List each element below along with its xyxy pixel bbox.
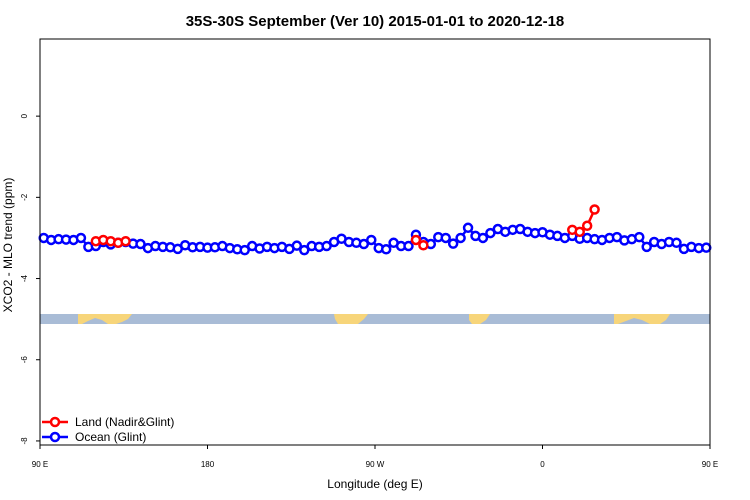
x-tick-label-0: 90 E <box>32 460 48 469</box>
x-axis-label: Longitude (deg E) <box>327 477 422 491</box>
ocean-point-49 <box>403 240 414 252</box>
ocean-point-89 <box>701 242 712 253</box>
land-point-1-0 <box>410 234 422 246</box>
legend: Land (Nadir&Glint) Ocean (Glint) <box>42 415 174 444</box>
ocean-point-85 <box>671 237 682 249</box>
y-axis: 0 -2 -4 -6 -8 <box>20 113 40 445</box>
ocean-strip <box>40 314 710 324</box>
land-point-2-2 <box>581 220 593 232</box>
ocean-point-5 <box>75 232 87 244</box>
y-tick-label-0: 0 <box>20 113 29 118</box>
ocean-series <box>38 222 712 256</box>
legend-land-marker <box>49 416 61 428</box>
ocean-point-38 <box>321 240 332 252</box>
land-point-2-1 <box>574 226 585 238</box>
ocean-point-44 <box>366 234 377 246</box>
ocean-point-60 <box>485 227 496 239</box>
land-mass-2 <box>334 314 368 324</box>
ocean-point-27 <box>239 244 250 256</box>
land-point-2-3 <box>589 204 600 215</box>
ocean-point-81 <box>641 241 652 253</box>
land-series <box>90 204 600 251</box>
y-tick-label-3: -6 <box>20 356 29 364</box>
x-tick-label-4: 90 E <box>702 460 718 469</box>
x-tick-label-2: 90 W <box>366 460 385 469</box>
ocean-point-56 <box>455 232 466 244</box>
land-mass-3 <box>469 314 490 324</box>
land-mass-1 <box>78 314 132 324</box>
ocean-point-43 <box>358 238 370 250</box>
land-point-0-4 <box>120 235 131 247</box>
y-tick-label-2: -4 <box>20 274 29 282</box>
y-axis-label: XCO2 - MLO trend (ppm) <box>1 178 15 313</box>
x-tick-label-1: 180 <box>201 460 215 469</box>
ocean-point-35 <box>299 244 310 256</box>
ocean-point-54 <box>440 232 451 244</box>
ocean-point-34 <box>291 240 303 251</box>
x-tick-label-3: 0 <box>540 460 545 469</box>
legend-ocean-label: Ocean (Glint) <box>75 430 146 444</box>
land-point-1-1 <box>418 239 429 251</box>
x-axis: 90 E 180 90 W 0 90 E <box>32 445 718 469</box>
land-mass-4 <box>614 314 670 324</box>
ocean-point-13 <box>135 238 146 250</box>
ocean-point-59 <box>477 232 489 244</box>
ocean-point-46 <box>380 244 392 255</box>
ocean-point-80 <box>634 231 645 243</box>
land-ocean-strip <box>40 314 710 324</box>
y-tick-label-4: -8 <box>20 437 29 445</box>
ocean-point-57 <box>462 222 474 234</box>
y-tick-label-1: -2 <box>20 193 29 201</box>
legend-ocean-marker <box>49 431 61 443</box>
chart-title: 35S-30S September (Ver 10) 2015-01-01 to… <box>186 13 565 30</box>
ocean-point-55 <box>447 238 459 249</box>
legend-land-label: Land (Nadir&Glint) <box>75 415 174 429</box>
